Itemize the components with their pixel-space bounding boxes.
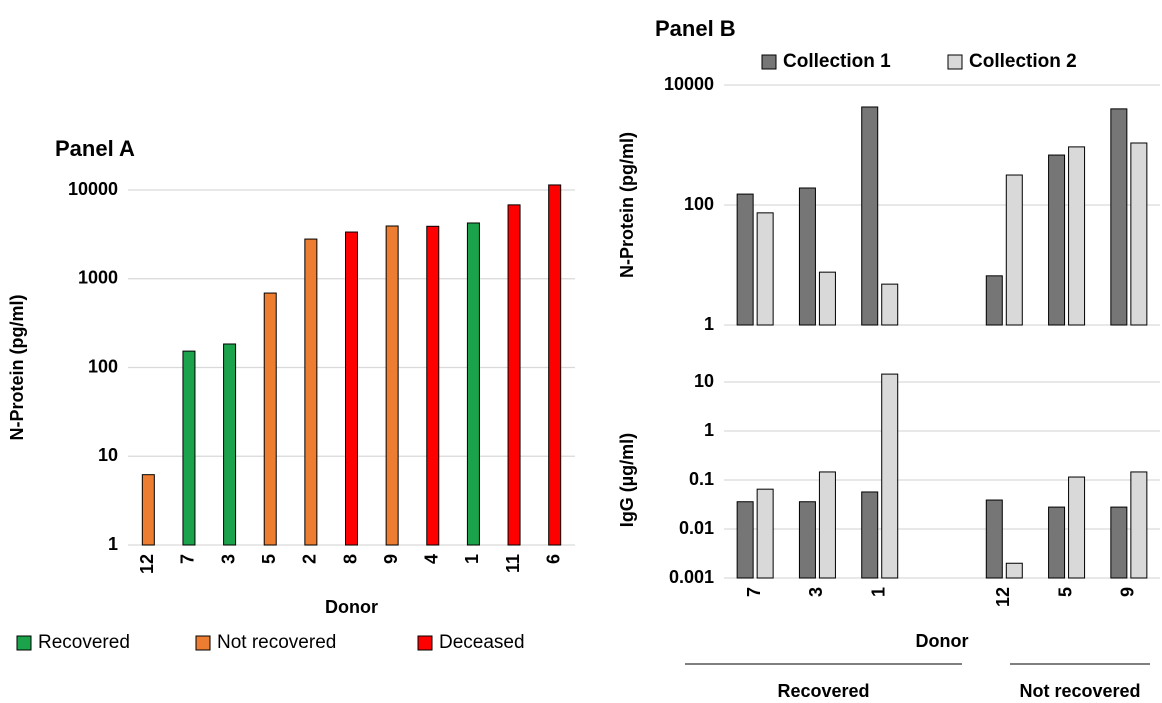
y-tick-label: 10000 bbox=[664, 74, 714, 94]
bar bbox=[507, 204, 521, 546]
y-tick-label: 100 bbox=[684, 194, 714, 214]
legend-label: Deceased bbox=[439, 632, 525, 653]
bar bbox=[1048, 154, 1066, 326]
legend-label: Collection 2 bbox=[969, 51, 1077, 72]
chart-title: Panel A bbox=[55, 136, 135, 161]
bar bbox=[985, 499, 1003, 579]
bar bbox=[1130, 471, 1148, 579]
bar bbox=[798, 501, 816, 579]
bar bbox=[881, 373, 899, 579]
legend-swatch bbox=[195, 635, 211, 651]
bar bbox=[798, 187, 816, 326]
bar bbox=[985, 275, 1003, 326]
y-axis-label: IgG (µg/ml) bbox=[617, 433, 637, 527]
x-axis-label: Donor bbox=[916, 631, 969, 651]
x-tick-label: 3 bbox=[806, 587, 826, 597]
bar bbox=[1110, 108, 1128, 326]
x-tick-label: 1 bbox=[868, 587, 888, 597]
x-tick-label: 5 bbox=[1055, 587, 1075, 597]
x-tick-label: 11 bbox=[503, 554, 523, 573]
x-tick-label: 7 bbox=[744, 587, 764, 597]
legend-swatch bbox=[761, 54, 777, 70]
bar bbox=[385, 225, 399, 546]
bar bbox=[1005, 562, 1023, 579]
bar bbox=[881, 283, 899, 326]
x-tick-label: 6 bbox=[543, 554, 563, 564]
bar bbox=[1068, 146, 1086, 326]
bar bbox=[736, 501, 754, 579]
bar bbox=[861, 106, 879, 326]
y-tick-label: 10 bbox=[694, 371, 714, 391]
x-tick-label: 12 bbox=[993, 587, 1013, 607]
x-tick-label: 12 bbox=[137, 554, 157, 574]
x-tick-label: 5 bbox=[259, 554, 279, 564]
x-tick-label: 3 bbox=[218, 554, 238, 564]
y-axis-label: N-Protein (pg/ml) bbox=[7, 295, 27, 441]
x-axis-label: Donor bbox=[325, 597, 378, 617]
bar bbox=[345, 231, 358, 546]
legend-swatch bbox=[16, 635, 32, 651]
legend-swatch bbox=[947, 54, 963, 70]
bar bbox=[861, 491, 879, 579]
y-tick-label: 10 bbox=[98, 445, 118, 465]
bar bbox=[182, 350, 196, 546]
y-tick-label: 1 bbox=[704, 314, 714, 334]
y-tick-label: 1000 bbox=[78, 268, 118, 288]
bar bbox=[223, 343, 237, 546]
bar bbox=[818, 271, 836, 326]
y-tick-label: 0.1 bbox=[689, 469, 714, 489]
bar bbox=[1005, 174, 1023, 326]
bar bbox=[756, 488, 774, 579]
bar bbox=[304, 238, 318, 546]
chart-title: Panel B bbox=[655, 16, 736, 41]
x-tick-label: 8 bbox=[340, 554, 360, 564]
bar bbox=[548, 184, 562, 546]
y-tick-label: 0.01 bbox=[679, 518, 714, 538]
x-tick-label: 2 bbox=[300, 554, 320, 564]
x-tick-label: 9 bbox=[381, 554, 401, 564]
legend-label: Recovered bbox=[38, 632, 130, 653]
bar bbox=[263, 292, 277, 546]
x-tick-label: 9 bbox=[1118, 587, 1138, 597]
x-tick-label: 4 bbox=[422, 554, 442, 564]
bar bbox=[736, 193, 754, 326]
bar bbox=[426, 225, 440, 546]
group-label: Not recovered bbox=[1019, 681, 1140, 701]
x-tick-label: 1 bbox=[462, 554, 482, 564]
group-label: Recovered bbox=[777, 681, 869, 701]
y-axis-label: N-Protein (pg/ml) bbox=[617, 132, 637, 278]
y-tick-label: 100 bbox=[88, 356, 118, 376]
bar bbox=[1048, 506, 1066, 579]
y-tick-label: 1 bbox=[704, 420, 714, 440]
bar bbox=[1130, 142, 1148, 326]
bar bbox=[756, 212, 774, 326]
y-tick-label: 1 bbox=[108, 534, 118, 554]
x-tick-label: 7 bbox=[178, 554, 198, 564]
bar bbox=[141, 474, 155, 546]
bar bbox=[1110, 506, 1128, 579]
bar bbox=[466, 222, 480, 546]
y-tick-label: 10000 bbox=[68, 179, 118, 199]
legend-swatch bbox=[417, 635, 433, 651]
bar bbox=[818, 471, 836, 579]
bar bbox=[1068, 476, 1086, 579]
legend-label: Not recovered bbox=[217, 632, 336, 653]
y-tick-label: 0.001 bbox=[669, 567, 714, 587]
legend-label: Collection 1 bbox=[783, 51, 891, 72]
